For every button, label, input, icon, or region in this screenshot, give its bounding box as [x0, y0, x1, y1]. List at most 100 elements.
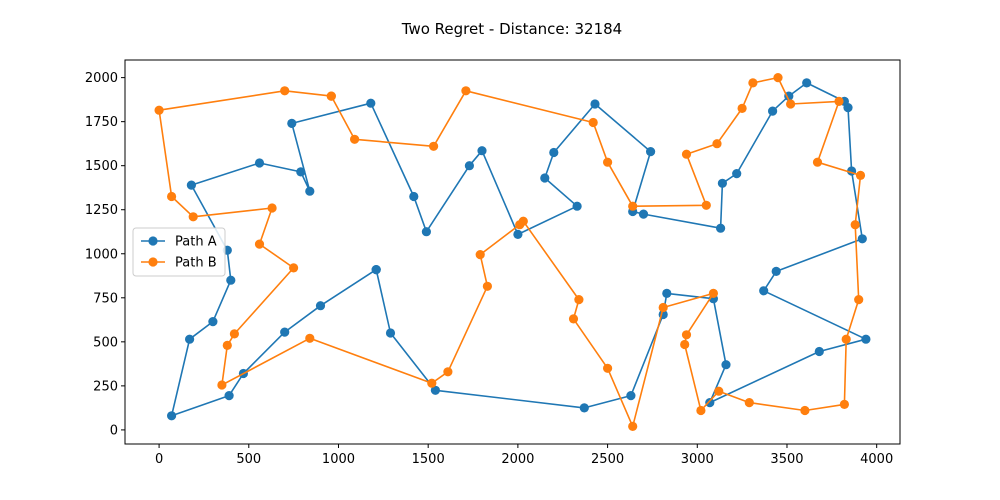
data-point: [296, 167, 306, 177]
x-tick-label: 3000: [681, 452, 714, 467]
data-point: [812, 157, 823, 167]
legend-label: Path B: [175, 256, 217, 271]
data-point: [705, 398, 715, 408]
data-point: [482, 281, 492, 291]
data-point: [409, 191, 419, 202]
data-point: [732, 169, 742, 179]
data-point: [854, 295, 864, 305]
data-point: [771, 266, 781, 276]
data-point: [855, 170, 866, 180]
data-point: [430, 385, 440, 395]
data-point: [843, 103, 853, 113]
data-point: [185, 334, 195, 344]
legend-label: Path A: [175, 235, 217, 250]
data-point: [366, 98, 376, 108]
data-point: [603, 363, 613, 373]
data-point: [737, 103, 747, 113]
data-point: [549, 147, 559, 158]
x-tick-label: 2500: [591, 452, 624, 467]
data-point: [224, 391, 234, 401]
data-point: [834, 96, 844, 106]
data-point: [708, 288, 719, 298]
data-point: [350, 134, 360, 144]
data-point: [513, 229, 523, 239]
data-point: [254, 158, 265, 168]
data-point: [568, 314, 579, 324]
data-point: [477, 146, 487, 156]
data-point: [861, 334, 871, 344]
data-point: [800, 405, 810, 416]
series-1: [167, 78, 871, 421]
y-tick-label: 2000: [85, 71, 118, 86]
axes: 0 500 1000 1500 2000 2500 3000 3500 4000 0 250 500 7…: [85, 59, 901, 467]
data-point: [315, 301, 326, 311]
y-tick-label: 1750: [85, 115, 118, 130]
axes-frame: [124, 59, 901, 445]
data-point: [628, 421, 638, 431]
y-tick-label: 1000: [85, 247, 118, 262]
data-point: [421, 227, 431, 237]
legend-item-2: Path B: [141, 256, 217, 271]
legend-marker: [148, 257, 158, 267]
data-point: [188, 212, 198, 222]
data-point: [638, 209, 649, 219]
data-point: [626, 391, 636, 401]
data-point: [646, 147, 656, 157]
data-point: [280, 86, 290, 96]
data-point: [167, 191, 177, 202]
data-point: [814, 346, 824, 357]
data-point: [696, 405, 706, 416]
data-point: [768, 106, 778, 116]
data-point: [289, 263, 299, 273]
data-point: [475, 250, 485, 260]
x-tick-label: 1500: [412, 452, 445, 467]
data-point: [721, 360, 731, 370]
y-tick-label: 500: [93, 335, 118, 350]
data-point: [714, 386, 724, 396]
data-point: [429, 141, 439, 151]
data-point: [588, 117, 598, 128]
data-point: [326, 91, 336, 101]
chart-title: Two Regret - Distance: 32184: [401, 20, 622, 38]
data-point: [572, 201, 582, 211]
data-point: [540, 173, 550, 183]
x-tick-label: 4000: [860, 452, 893, 467]
data-point: [154, 105, 164, 115]
data-point: [712, 139, 722, 149]
y-tick-label: 0: [110, 423, 118, 438]
data-point: [839, 399, 850, 409]
y-tick-label: 750: [93, 291, 118, 306]
data-point: [701, 200, 711, 210]
data-point: [385, 328, 396, 338]
data-point: [841, 334, 851, 344]
legend-item-1: Path A: [141, 235, 217, 250]
data-point: [716, 223, 726, 233]
data-point: [464, 161, 474, 171]
y-tick-label: 250: [93, 379, 118, 394]
series-2: [154, 73, 866, 431]
data-point: [226, 275, 236, 285]
x-tick-label: 500: [236, 452, 261, 467]
data-point: [748, 78, 758, 88]
data-point: [717, 178, 728, 188]
data-point: [850, 220, 860, 230]
plot-area: [154, 73, 871, 431]
data-point: [305, 186, 315, 196]
y-tick-label: 1500: [85, 159, 118, 174]
data-point: [167, 411, 177, 421]
data-point: [759, 286, 769, 296]
data-point: [590, 99, 600, 109]
data-point: [371, 265, 381, 275]
data-point: [773, 73, 783, 83]
x-tick-label: 1000: [322, 452, 355, 467]
x-tick-label: 0: [155, 452, 163, 467]
series-line: [170, 82, 867, 417]
data-point: [254, 239, 265, 249]
data-point: [857, 234, 867, 244]
data-point: [305, 333, 315, 343]
data-point: [662, 288, 672, 298]
data-point: [427, 378, 437, 388]
data-point: [802, 78, 812, 88]
